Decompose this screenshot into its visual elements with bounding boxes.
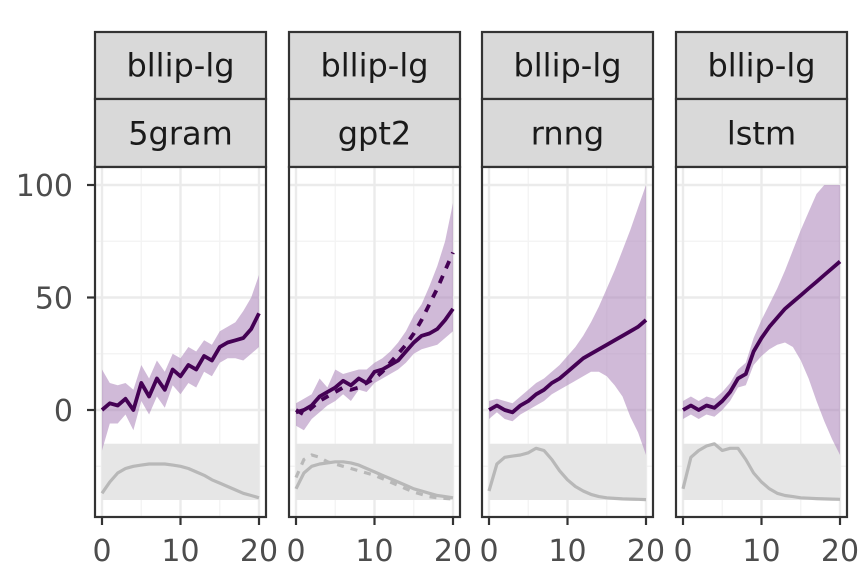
panel-lstm: bllip-lg lstm 0 10 20 [673, 30, 859, 569]
mean-line-dashed [295, 251, 455, 417]
y-tick-label: 100 [16, 169, 73, 204]
strip-top [674, 30, 849, 101]
strip-top-label: bllip-lg [320, 47, 428, 85]
panel-5gram: bllip-lg 5gram 0 10 20 [92, 30, 278, 569]
strip-top [287, 30, 462, 101]
x-tick-label: 10 [161, 534, 199, 569]
density-line [294, 460, 454, 500]
mean-line [295, 307, 455, 415]
x-tick-label: 10 [742, 534, 780, 569]
mean-line [682, 260, 842, 412]
confidence-ribbon [102, 275, 259, 451]
mean-line [488, 318, 648, 415]
density-band [683, 443, 840, 500]
y-tick-label: 0 [54, 394, 73, 429]
x-tick-label: 20 [821, 534, 859, 569]
strip-top-label: bllip-lg [707, 47, 815, 85]
panel-gpt2: bllip-lg gpt2 0 10 20 [286, 30, 472, 569]
panel-rnng: bllip-lg rnng 0 10 20 [479, 30, 665, 569]
x-tick-label: 20 [240, 534, 278, 569]
x-tick-label: 10 [355, 534, 393, 569]
density-band [102, 443, 259, 500]
strip-bottom-label: lstm [727, 115, 796, 153]
strip-top [93, 30, 268, 101]
density-band [489, 443, 646, 500]
x-tick-label: 0 [92, 534, 111, 569]
density-line [100, 462, 260, 500]
x-tick-label: 20 [434, 534, 472, 569]
confidence-ribbon [489, 185, 646, 455]
x-tick-label: 0 [286, 534, 305, 569]
confidence-ribbon [683, 185, 840, 455]
strip-bottom [674, 97, 849, 169]
strip-bottom-label: rnng [531, 115, 604, 153]
strip-bottom [287, 97, 462, 169]
x-tick-label: 0 [673, 534, 692, 569]
strip-bottom-label: 5gram [128, 115, 233, 153]
strip-top-label: bllip-lg [126, 47, 234, 85]
density-line [681, 442, 841, 501]
strip-bottom-label: gpt2 [338, 115, 412, 153]
x-tick-label: 10 [548, 534, 586, 569]
confidence-ribbon [296, 203, 453, 431]
strip-bottom [93, 97, 268, 169]
density-line [487, 446, 647, 502]
y-tick-label: 50 [35, 282, 73, 317]
strip-top-label: bllip-lg [513, 47, 621, 85]
mean-line [100, 312, 261, 412]
x-tick-label: 0 [479, 534, 498, 569]
x-tick-label: 20 [627, 534, 665, 569]
